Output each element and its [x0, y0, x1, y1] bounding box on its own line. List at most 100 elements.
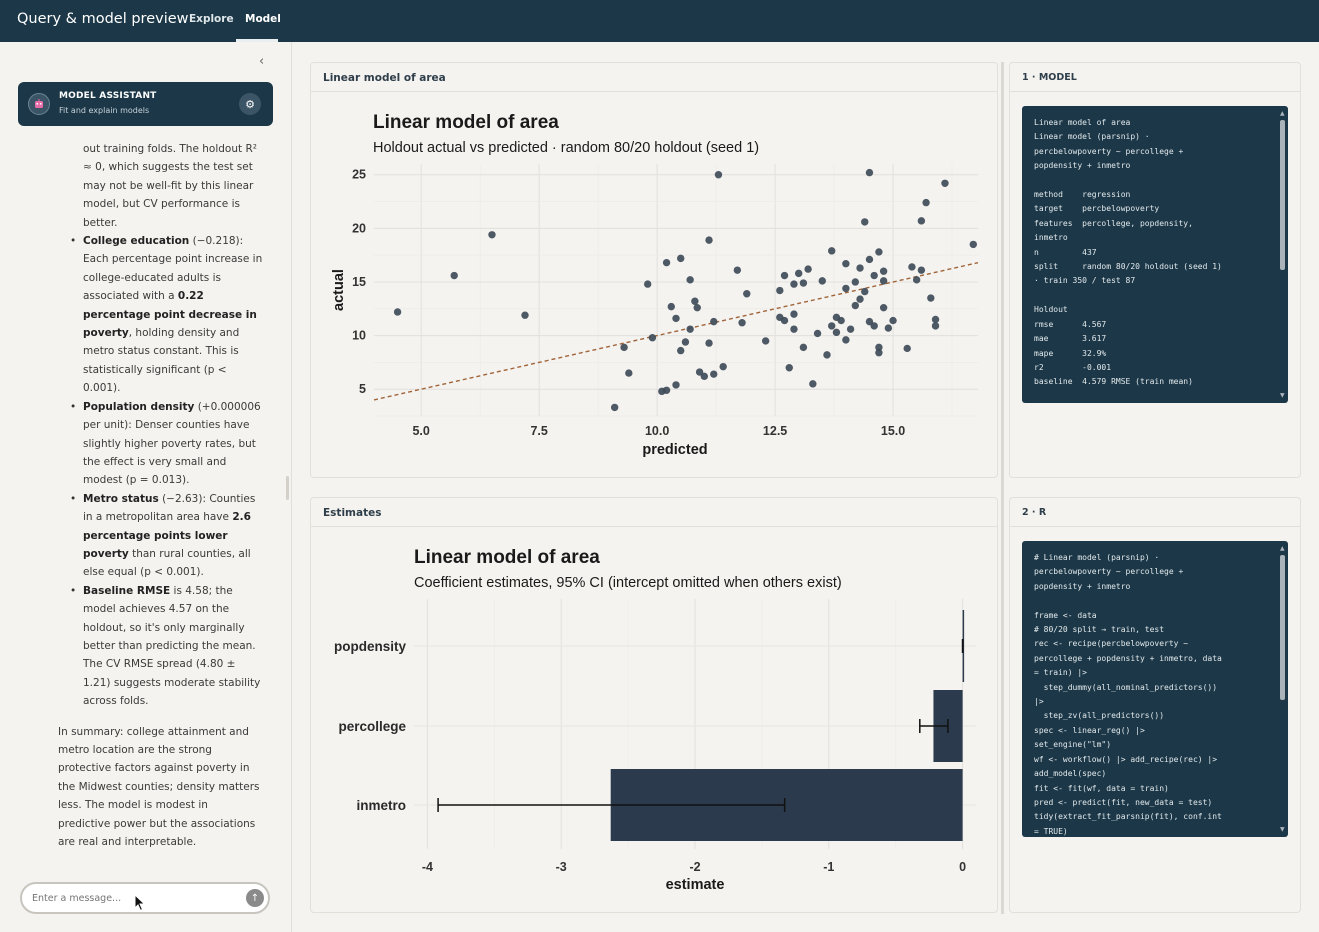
- coef-x-label: estimate: [666, 877, 725, 893]
- data-point: [710, 317, 718, 326]
- robot-icon: [28, 93, 50, 115]
- r-panel-title: 2 · R: [1022, 507, 1047, 518]
- y-tick-label: 25: [352, 168, 366, 182]
- data-point: [695, 368, 704, 376]
- data-point: [837, 316, 845, 325]
- data-point: [875, 343, 883, 352]
- coef-chart-title: Linear model of area: [414, 547, 600, 568]
- data-point: [823, 351, 831, 359]
- list-item: Population density (+0.000006 per unit):…: [58, 398, 263, 490]
- data-point: [686, 325, 694, 333]
- nav-model[interactable]: Model: [245, 13, 281, 25]
- chat-transcript: out training folds. The holdout R² ≈ 0, …: [58, 140, 263, 848]
- data-point: [842, 260, 850, 268]
- data-point: [828, 322, 836, 330]
- data-point: [790, 310, 798, 318]
- data-point: [686, 276, 694, 284]
- data-point: [393, 308, 402, 316]
- data-point: [861, 287, 869, 296]
- x-tick-label: -2: [689, 860, 700, 874]
- data-point: [865, 168, 874, 177]
- model-assistant-header: MODEL ASSISTANT Fit and explain models ⚙: [18, 82, 273, 126]
- scatter-panel-title: Linear model of area: [323, 72, 446, 84]
- data-point: [912, 276, 921, 284]
- model-panel: 1 · MODEL Linear model of area Linear mo…: [1009, 62, 1301, 478]
- data-point: [875, 248, 883, 256]
- model-scrollbar[interactable]: ▲ ▼: [1280, 110, 1285, 399]
- message-input[interactable]: [32, 891, 232, 906]
- data-point: [794, 269, 803, 278]
- data-point: [776, 286, 784, 295]
- data-point: [813, 329, 822, 338]
- app-title: Query & model preview: [17, 11, 189, 27]
- data-point: [790, 280, 798, 288]
- mouse-cursor-icon: [134, 894, 146, 912]
- y-tick-label: 10: [352, 329, 366, 343]
- x-tick-label: 15.0: [881, 424, 905, 438]
- data-point: [851, 301, 860, 310]
- data-point: [672, 381, 680, 389]
- data-point: [780, 316, 789, 325]
- data-point: [889, 316, 897, 325]
- r-code-text: # Linear model (parsnip) · percbelowpove…: [1034, 553, 1222, 836]
- data-point: [488, 231, 496, 239]
- collapse-sidebar-icon[interactable]: ‹: [259, 54, 265, 69]
- send-icon[interactable]: ↑: [246, 889, 264, 907]
- nav-explore[interactable]: Explore: [189, 13, 234, 25]
- scatter-chart: Linear model of area Holdout actual vs p…: [331, 112, 979, 458]
- active-tab-indicator: [236, 39, 278, 42]
- data-point: [705, 339, 713, 347]
- x-tick-label: -3: [556, 860, 567, 874]
- data-point: [672, 314, 680, 323]
- data-point: [785, 364, 793, 372]
- scatter-chart-title: Linear model of area: [373, 112, 559, 133]
- scatter-y-label: actual: [331, 269, 347, 311]
- data-point: [842, 284, 850, 293]
- x-tick-label: -4: [422, 860, 433, 874]
- data-point: [662, 258, 671, 267]
- data-point: [851, 278, 860, 286]
- r-code-box: # Linear model (parsnip) · percbelowpove…: [1022, 541, 1288, 837]
- data-point: [879, 303, 888, 312]
- data-point: [743, 290, 751, 298]
- coef-chart-subtitle: Coefficient estimates, 95% CI (intercept…: [414, 575, 842, 591]
- data-point: [790, 325, 798, 333]
- data-point: [861, 218, 869, 226]
- data-point: [884, 324, 893, 332]
- data-point: [941, 179, 949, 188]
- data-point: [450, 271, 458, 280]
- data-point: [865, 317, 874, 326]
- scatter-x-label: predicted: [642, 442, 707, 458]
- panel-resize-handle[interactable]: [1001, 62, 1004, 914]
- y-tick-label: 15: [352, 275, 366, 289]
- gear-icon[interactable]: ⚙: [239, 93, 261, 115]
- chat-scrollbar[interactable]: [286, 476, 289, 500]
- data-point: [691, 297, 699, 305]
- category-label: popdensity: [334, 639, 406, 654]
- data-point: [879, 267, 888, 275]
- data-point: [738, 319, 746, 327]
- data-point: [667, 302, 675, 311]
- data-point: [677, 254, 685, 263]
- x-tick-label: -1: [823, 860, 834, 874]
- scatter-chart-subtitle: Holdout actual vs predicted · random 80/…: [373, 140, 759, 156]
- r-code-scrollbar[interactable]: ▲ ▼: [1280, 545, 1285, 833]
- data-point: [705, 236, 713, 244]
- data-point: [625, 369, 633, 377]
- model-summary-text: Linear model of area Linear model (parsn…: [1034, 118, 1222, 387]
- model-panel-title: 1 · MODEL: [1022, 72, 1077, 83]
- data-point: [870, 322, 878, 330]
- x-tick-label: 0: [959, 860, 966, 874]
- data-point: [693, 303, 701, 312]
- data-point: [809, 380, 817, 388]
- data-point: [903, 344, 911, 353]
- data-point: [879, 277, 888, 285]
- reference-line: [373, 261, 979, 401]
- category-label: inmetro: [356, 798, 406, 813]
- data-point: [733, 266, 742, 274]
- data-point: [677, 346, 685, 355]
- data-point: [969, 240, 977, 249]
- data-point: [662, 386, 671, 394]
- data-point: [610, 403, 619, 412]
- list-item: Baseline RMSE is 4.58; the model achieve…: [58, 582, 263, 711]
